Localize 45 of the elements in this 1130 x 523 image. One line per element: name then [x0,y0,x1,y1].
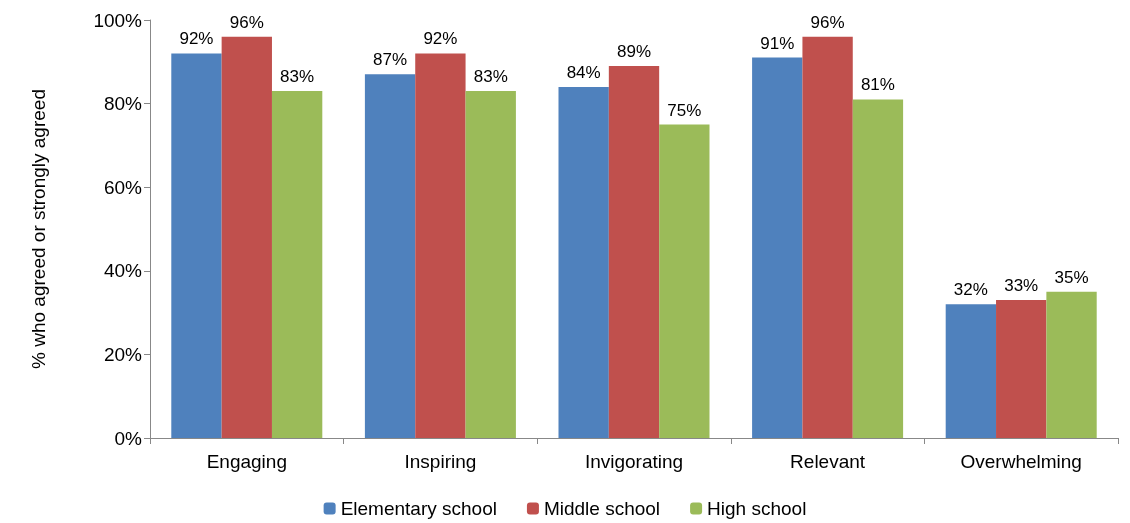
x-tick-label: Overwhelming [960,451,1082,472]
x-tick-label: Engaging [206,451,287,472]
legend-label: High school [707,498,807,519]
data-label: 81% [860,75,895,95]
x-tick-label: Relevant [790,451,866,472]
data-label: 91% [760,33,795,53]
bar [945,304,997,438]
legend-label: Elementary school [340,498,497,519]
data-label: 32% [953,280,988,300]
y-tick-label: 80% [103,93,143,115]
bar [659,124,710,438]
y-axis-title: % who agreed or strongly agreed [28,89,49,369]
legend-label: Middle school [543,498,661,519]
y-tick-label: 60% [103,176,143,198]
y-tick-label: 100% [93,9,143,31]
data-label: 87% [373,50,408,70]
data-label: 96% [810,12,845,32]
bar [802,36,853,438]
bar [558,86,609,438]
data-label: 89% [616,41,652,61]
data-label: 84% [566,62,601,82]
data-label: 35% [1054,267,1089,287]
bar [1046,291,1097,438]
data-label: 96% [229,12,264,32]
data-label: 33% [1004,276,1039,296]
bar [852,99,904,438]
y-tick-label: 40% [103,260,143,282]
bar [171,53,222,438]
bar [364,74,416,438]
x-tick-label: Invigorating [584,451,684,472]
y-tick-label: 20% [103,343,143,365]
y-tick-label: 0% [114,427,143,449]
x-tick-label: Inspiring [404,451,477,472]
bar [465,91,516,438]
data-label: 92% [179,29,214,49]
bar [608,65,660,438]
bar [996,300,1047,438]
bar [415,53,466,438]
bar [271,91,323,438]
bar [752,57,803,438]
data-label: 92% [423,29,458,49]
data-label: 83% [473,67,508,87]
data-label: 75% [667,100,702,120]
bar [221,36,272,438]
data-label: 83% [280,67,315,87]
